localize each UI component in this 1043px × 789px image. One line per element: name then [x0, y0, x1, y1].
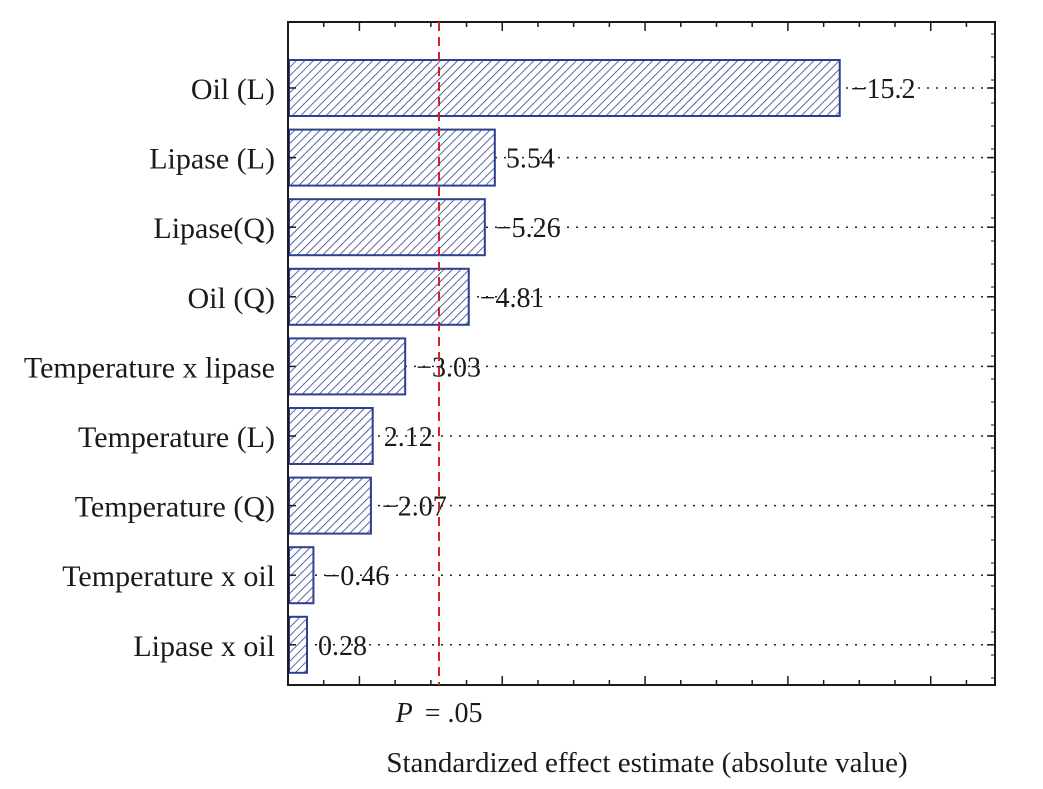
bar-value-label: 2.12 [384, 422, 433, 453]
bar-value-label: −4.81 [480, 283, 545, 314]
category-label: Temperature (Q) [75, 491, 275, 524]
bar-value-label: 0.28 [318, 631, 367, 662]
bar [288, 128, 496, 187]
bar-value-label: −2.07 [382, 492, 447, 523]
value-labels: −15.2 5.54 −5.26 −4.81 −3.03 2.12 −2.07 −0.46 0.… [318, 74, 916, 662]
bar [288, 59, 841, 117]
category-label: Lipase(Q) [153, 212, 275, 245]
category-label: Temperature x lipase [24, 351, 275, 384]
bar-value-label: 5.54 [506, 144, 555, 175]
bar [288, 407, 374, 465]
category-label: Temperature x oil [62, 560, 275, 593]
significance-label: P = .05 [395, 698, 483, 729]
category-label: Oil (L) [191, 73, 275, 106]
category-label: Temperature (L) [78, 421, 275, 454]
bar-value-label: −15.2 [851, 74, 916, 105]
category-label: Lipase x oil [133, 630, 275, 663]
bar-value-label: −0.46 [324, 561, 389, 592]
plot-frame [287, 21, 996, 686]
bar [288, 198, 486, 257]
category-label: Lipase (L) [149, 143, 275, 176]
significance-label-prefix: P [395, 698, 413, 729]
bar-value-label: −3.03 [416, 352, 481, 383]
category-label: Oil (Q) [188, 282, 275, 315]
bar [288, 476, 372, 535]
bar [288, 267, 470, 326]
category-labels: Oil (L) Lipase (L) Lipase(Q) Oil (Q) Tempera… [24, 73, 275, 663]
x-axis-title: Standardized effect estimate (absolute v… [386, 747, 907, 779]
bar-value-label: −5.26 [496, 213, 561, 244]
significance-label-suffix: = .05 [425, 698, 483, 729]
bar [288, 337, 407, 396]
axis-ticks [287, 22, 995, 685]
bars [288, 59, 841, 674]
